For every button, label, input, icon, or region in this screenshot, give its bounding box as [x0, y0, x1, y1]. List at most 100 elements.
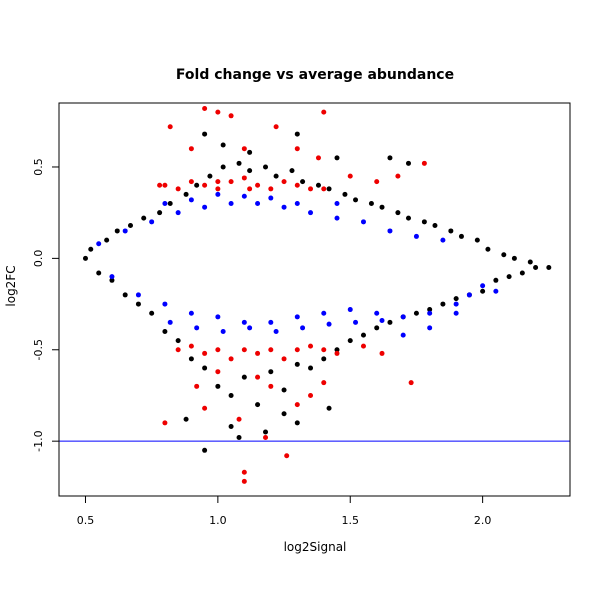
data-point: [162, 182, 168, 188]
data-point: [228, 392, 234, 398]
data-point: [458, 233, 464, 239]
data-point: [294, 131, 300, 137]
data-point: [527, 259, 533, 265]
data-point: [215, 369, 221, 375]
data-point: [440, 237, 446, 243]
data-point: [368, 201, 374, 207]
data-point: [360, 332, 366, 338]
x-tick-label: 1.5: [341, 514, 359, 527]
data-point: [122, 228, 128, 234]
data-point: [519, 270, 525, 276]
data-point: [342, 191, 348, 197]
data-point: [408, 380, 414, 386]
data-point: [273, 328, 279, 334]
data-point: [453, 301, 459, 307]
data-point: [334, 215, 340, 221]
data-point: [281, 179, 287, 185]
data-point: [183, 416, 189, 422]
data-point: [149, 310, 155, 316]
data-point: [300, 325, 306, 331]
data-point: [294, 402, 300, 408]
data-point: [175, 347, 181, 353]
data-point: [202, 365, 208, 371]
data-point: [241, 193, 247, 199]
data-point: [421, 219, 427, 225]
data-point: [162, 301, 168, 307]
data-point: [326, 405, 332, 411]
data-point: [135, 301, 141, 307]
data-point: [374, 325, 380, 331]
data-point: [82, 255, 88, 261]
data-point: [268, 369, 274, 375]
data-point: [485, 246, 491, 252]
x-tick-label: 1.0: [209, 514, 227, 527]
data-point: [315, 182, 321, 188]
data-point: [387, 228, 393, 234]
data-point: [149, 219, 155, 225]
data-point: [506, 274, 512, 280]
data-point: [247, 149, 253, 155]
data-point: [480, 283, 486, 289]
data-point: [281, 387, 287, 393]
data-points: [82, 105, 552, 484]
data-point: [321, 356, 327, 362]
data-point: [236, 160, 242, 166]
data-point: [480, 288, 486, 294]
data-point: [215, 347, 221, 353]
data-point: [194, 383, 200, 389]
data-point: [241, 374, 247, 380]
data-point: [162, 328, 168, 334]
data-point: [308, 392, 314, 398]
data-point: [334, 201, 340, 207]
x-axis-label: log2Signal: [284, 540, 347, 554]
data-point: [374, 179, 380, 185]
data-point: [374, 310, 380, 316]
data-point: [202, 105, 208, 111]
data-point: [88, 246, 94, 252]
data-point: [127, 222, 133, 228]
data-point: [321, 380, 327, 386]
data-point: [321, 186, 327, 192]
y-tick-label: 0.0: [32, 250, 45, 268]
data-point: [353, 197, 359, 203]
data-point: [255, 201, 261, 207]
data-point: [215, 191, 221, 197]
x-tick-label: 2.0: [474, 514, 492, 527]
data-point: [284, 453, 290, 459]
data-point: [188, 343, 194, 349]
data-point: [215, 186, 221, 192]
data-point: [228, 179, 234, 185]
data-point: [387, 155, 393, 161]
x-axis: 0.5 1.0 1.5 2.0: [77, 496, 492, 527]
data-point: [294, 347, 300, 353]
data-point: [263, 164, 269, 170]
data-point: [347, 338, 353, 344]
data-point: [202, 447, 208, 453]
data-point: [405, 160, 411, 166]
data-point: [228, 201, 234, 207]
data-point: [379, 204, 385, 210]
data-point: [247, 168, 253, 174]
data-point: [247, 186, 253, 192]
data-point: [413, 310, 419, 316]
data-point: [493, 277, 499, 283]
data-point: [421, 160, 427, 166]
y-tick-label: 0.5: [32, 158, 45, 176]
data-point: [175, 186, 181, 192]
data-point: [546, 265, 552, 271]
data-point: [466, 292, 472, 298]
data-point: [202, 131, 208, 137]
data-point: [360, 219, 366, 225]
data-point: [360, 343, 366, 349]
data-point: [162, 201, 168, 207]
data-point: [241, 146, 247, 152]
data-point: [347, 307, 353, 313]
data-point: [300, 179, 306, 185]
data-point: [236, 435, 242, 441]
data-point: [347, 173, 353, 179]
data-point: [109, 277, 115, 283]
data-point: [122, 292, 128, 298]
data-point: [501, 252, 507, 258]
data-point: [321, 310, 327, 316]
